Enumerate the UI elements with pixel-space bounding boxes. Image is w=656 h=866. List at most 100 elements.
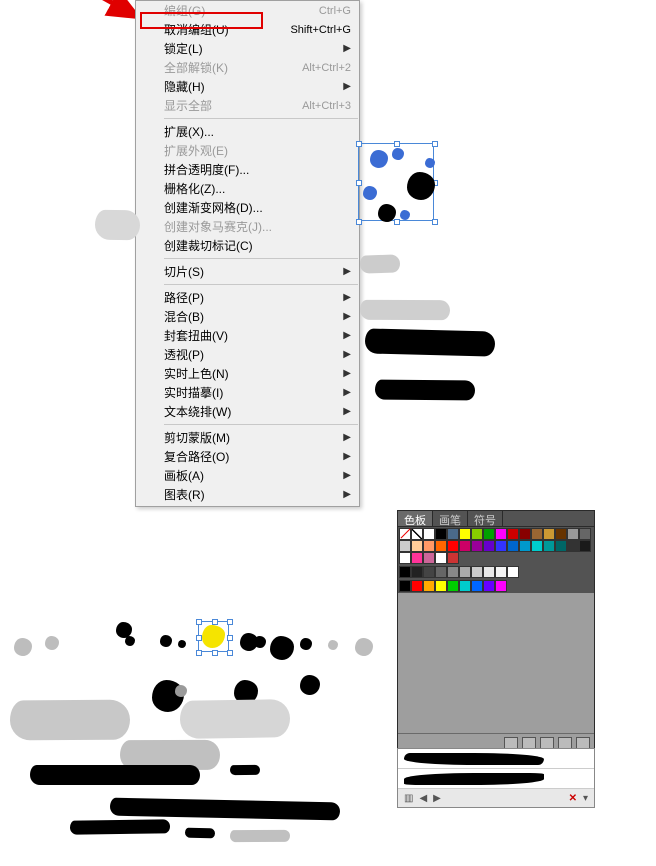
brush-stroke[interactable] — [180, 699, 291, 739]
menu-item[interactable]: 路径(P)▶ — [136, 288, 359, 307]
selection-handle[interactable] — [227, 650, 233, 656]
swatch[interactable] — [495, 566, 507, 578]
next-icon[interactable]: ▶ — [433, 793, 441, 804]
swatch[interactable] — [531, 540, 543, 552]
swatch[interactable] — [567, 540, 579, 552]
swatch[interactable] — [411, 552, 423, 564]
swatch[interactable] — [543, 528, 555, 540]
menu-item[interactable]: 拼合透明度(F)... — [136, 160, 359, 179]
menu-item[interactable]: 图表(R)▶ — [136, 485, 359, 504]
brush-stroke[interactable] — [365, 328, 496, 356]
swatch[interactable] — [435, 540, 447, 552]
swatch[interactable] — [471, 540, 483, 552]
selection-handle[interactable] — [227, 619, 233, 625]
menu-item[interactable]: 文本绕排(W)▶ — [136, 402, 359, 421]
swatch[interactable] — [435, 552, 447, 564]
brush-stroke[interactable] — [230, 830, 290, 842]
swatch[interactable] — [483, 580, 495, 592]
selection-handle[interactable] — [356, 180, 362, 186]
brush-stroke[interactable] — [185, 828, 215, 839]
brush-row[interactable] — [398, 749, 594, 769]
menu-item[interactable]: 实时描摹(I)▶ — [136, 383, 359, 402]
selection-handle[interactable] — [196, 650, 202, 656]
splat-shape[interactable] — [175, 685, 187, 697]
selection-handle[interactable] — [196, 619, 202, 625]
menu-item[interactable]: 剪切蒙版(M)▶ — [136, 428, 359, 447]
swatch[interactable] — [447, 580, 459, 592]
swatch[interactable] — [435, 528, 447, 540]
swatch[interactable] — [435, 566, 447, 578]
swatch-options-icon[interactable] — [522, 737, 536, 749]
swatch[interactable] — [447, 552, 459, 564]
swatch[interactable] — [447, 566, 459, 578]
swatch[interactable] — [519, 528, 531, 540]
splat-shape[interactable] — [300, 675, 320, 695]
swatch[interactable] — [483, 540, 495, 552]
swatch[interactable] — [459, 580, 471, 592]
menu-item[interactable]: 栅格化(Z)... — [136, 179, 359, 198]
swatch[interactable] — [471, 580, 483, 592]
menu-item[interactable]: 锁定(L)▶ — [136, 39, 359, 58]
splat-shape[interactable] — [14, 638, 32, 656]
menu-item[interactable]: 隐藏(H)▶ — [136, 77, 359, 96]
menu-item[interactable]: 封套扭曲(V)▶ — [136, 326, 359, 345]
brush-stroke[interactable] — [360, 254, 401, 273]
splat-shape[interactable] — [270, 636, 294, 660]
menu-item[interactable]: 画板(A)▶ — [136, 466, 359, 485]
swatch[interactable] — [483, 528, 495, 540]
swatch[interactable] — [423, 528, 435, 540]
swatch[interactable] — [423, 552, 435, 564]
swatch-lib-icon[interactable] — [504, 737, 518, 749]
menu-item[interactable]: 扩展(X)... — [136, 122, 359, 141]
swatch[interactable] — [411, 540, 423, 552]
chevron-icon[interactable]: ▾ — [583, 793, 588, 804]
swatch[interactable] — [459, 540, 471, 552]
selection-handle[interactable] — [394, 141, 400, 147]
splat-shape[interactable] — [328, 640, 338, 650]
swatch[interactable] — [507, 540, 519, 552]
delete-swatch-icon[interactable] — [576, 737, 590, 749]
splat-shape[interactable] — [45, 636, 59, 650]
prev-icon[interactable]: ◀ — [419, 793, 427, 804]
swatch[interactable] — [507, 566, 519, 578]
swatch[interactable] — [399, 552, 411, 564]
menu-item[interactable]: 创建裁切标记(C) — [136, 236, 359, 255]
splat-shape[interactable] — [300, 638, 312, 650]
swatch[interactable] — [411, 528, 423, 540]
tab-swatches[interactable]: 色板 — [398, 511, 433, 526]
selection-handle[interactable] — [227, 635, 233, 641]
brush-stroke[interactable] — [230, 765, 260, 775]
tab-brushes[interactable]: 画笔 — [433, 511, 468, 526]
tab-symbols[interactable]: 符号 — [468, 511, 503, 526]
swatch[interactable] — [399, 580, 411, 592]
swatch[interactable] — [495, 540, 507, 552]
swatch[interactable] — [471, 528, 483, 540]
new-swatch-icon[interactable] — [558, 737, 572, 749]
swatch[interactable] — [435, 580, 447, 592]
swatch[interactable] — [507, 528, 519, 540]
swatch[interactable] — [519, 540, 531, 552]
brush-stroke[interactable] — [10, 700, 130, 741]
brush-stroke[interactable] — [95, 210, 140, 240]
swatch[interactable] — [411, 566, 423, 578]
selection-handle[interactable] — [356, 141, 362, 147]
swatch[interactable] — [447, 540, 459, 552]
swatch[interactable] — [567, 528, 579, 540]
swatch[interactable] — [399, 566, 411, 578]
swatch[interactable] — [447, 528, 459, 540]
splat-shape[interactable] — [254, 636, 266, 648]
menu-item[interactable]: 取消编组(U)Shift+Ctrl+G — [136, 20, 359, 39]
brush-stroke[interactable] — [110, 798, 340, 821]
selection-handle[interactable] — [394, 219, 400, 225]
swatch[interactable] — [399, 540, 411, 552]
menu-item[interactable]: 实时上色(N)▶ — [136, 364, 359, 383]
menu-item[interactable]: 透视(P)▶ — [136, 345, 359, 364]
swatch[interactable] — [495, 528, 507, 540]
selection-handle[interactable] — [432, 141, 438, 147]
brush-stroke[interactable] — [360, 300, 450, 320]
brush-lib-icon[interactable]: ▥ — [404, 793, 413, 804]
menu-item[interactable]: 创建渐变网格(D)... — [136, 198, 359, 217]
selection-handle[interactable] — [432, 219, 438, 225]
swatch[interactable] — [423, 580, 435, 592]
menu-item[interactable]: 复合路径(O)▶ — [136, 447, 359, 466]
